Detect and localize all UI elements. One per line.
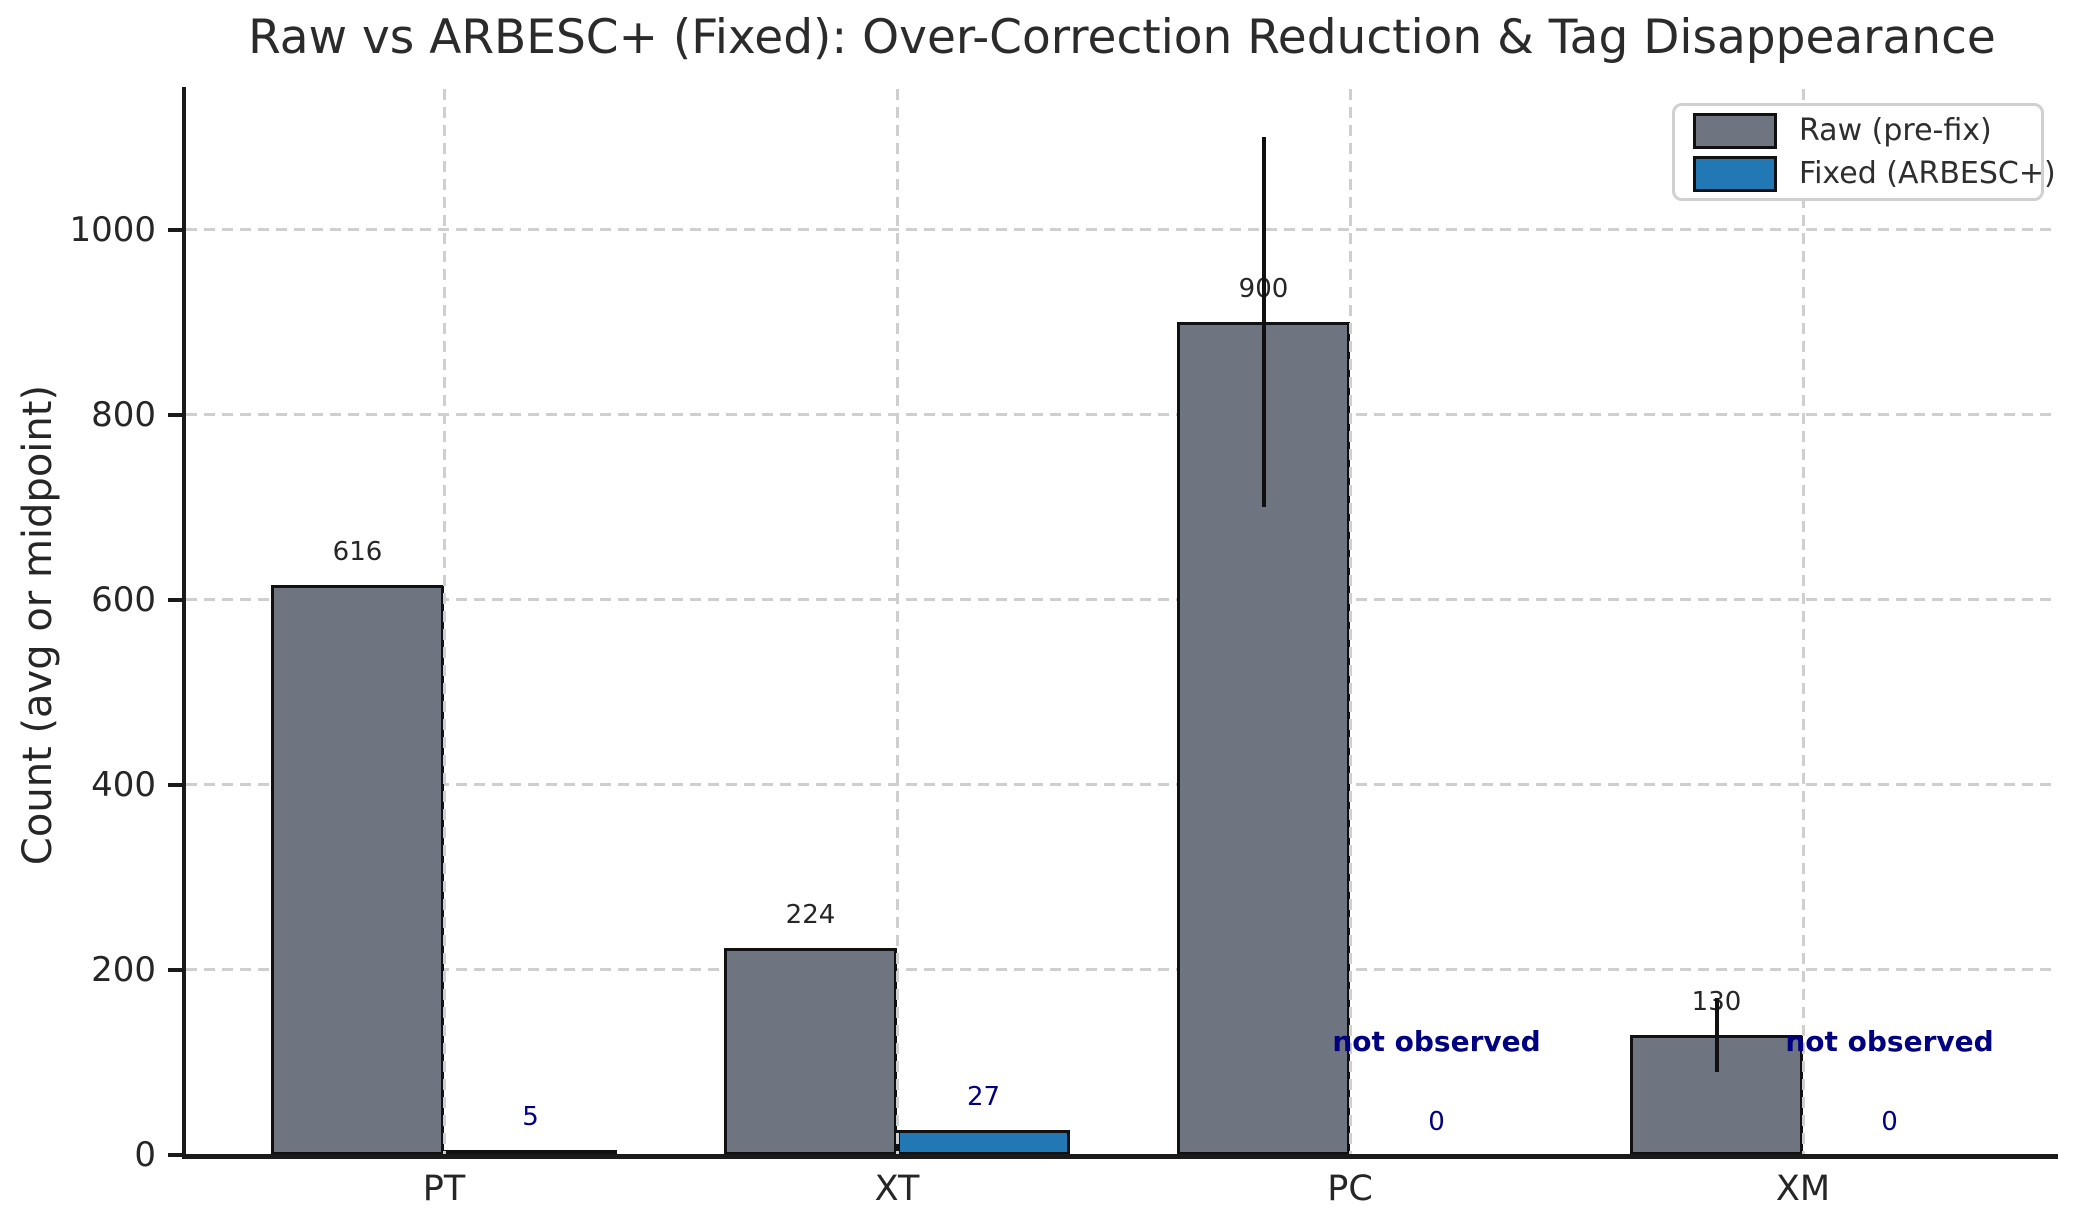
y-tick-mark — [168, 412, 184, 417]
legend-entry-fixed: Fixed (ARBESC+) — [1693, 155, 2056, 192]
value-label: 27 — [966, 1082, 1001, 1113]
error-bar-PC — [1261, 137, 1266, 508]
y-tick-label: 200 — [91, 949, 156, 990]
value-label: 5 — [522, 1102, 539, 1133]
gridline-x — [1801, 89, 1805, 1155]
legend-swatch-raw — [1693, 112, 1777, 149]
gridline-x — [895, 89, 899, 1155]
annotation-not-observed: not observed — [1785, 1025, 1994, 1059]
y-tick-label: 600 — [91, 579, 156, 620]
legend-label-fixed: Fixed (ARBESC+) — [1799, 155, 2056, 191]
value-label: 0 — [1881, 1107, 1898, 1137]
gridline-y — [186, 968, 2058, 972]
gridline-x — [1348, 89, 1352, 1155]
y-tick-mark — [168, 597, 184, 602]
legend: Raw (pre-fix) Fixed (ARBESC+) — [1672, 103, 2056, 201]
annotation-not-observed: not observed — [1332, 1025, 1541, 1059]
error-bar-XM — [1714, 997, 1719, 1072]
value-label: 616 — [332, 536, 383, 567]
y-tick-mark — [168, 227, 184, 232]
bar-fixed-XT — [897, 1130, 1070, 1155]
x-tick-label: PC — [1327, 1169, 1373, 1209]
y-tick-label: 1000 — [69, 209, 156, 250]
y-tick-mark — [168, 967, 184, 972]
legend-label-raw: Raw (pre-fix) — [1799, 112, 1992, 148]
x-tick-label: XM — [1775, 1169, 1831, 1209]
x-axis-spine — [182, 1154, 2058, 1159]
bar-raw-XT — [724, 947, 897, 1155]
legend-entry-raw: Raw (pre-fix) — [1693, 112, 2023, 149]
x-tick-label: PT — [422, 1169, 466, 1209]
y-tick-mark — [168, 782, 184, 787]
y-tick-label: 800 — [91, 394, 156, 435]
y-axis-spine — [182, 87, 186, 1159]
bar-raw-PT — [271, 584, 444, 1155]
chart-title: Raw vs ARBESC+ (Fixed): Over-Correction … — [248, 10, 1996, 65]
y-tick-mark — [168, 1153, 184, 1157]
legend-swatch-fixed — [1693, 155, 1777, 192]
y-tick-label: 0 — [134, 1135, 156, 1175]
x-tick-label: XT — [874, 1169, 920, 1209]
gridline-x — [442, 89, 446, 1155]
gridline-y — [186, 598, 2058, 602]
value-label: 224 — [785, 899, 836, 930]
gridline-y — [186, 228, 2058, 232]
y-tick-label: 400 — [91, 764, 156, 805]
gridline-y — [186, 413, 2058, 417]
gridline-y — [186, 783, 2058, 787]
value-label: 0 — [1428, 1107, 1445, 1137]
